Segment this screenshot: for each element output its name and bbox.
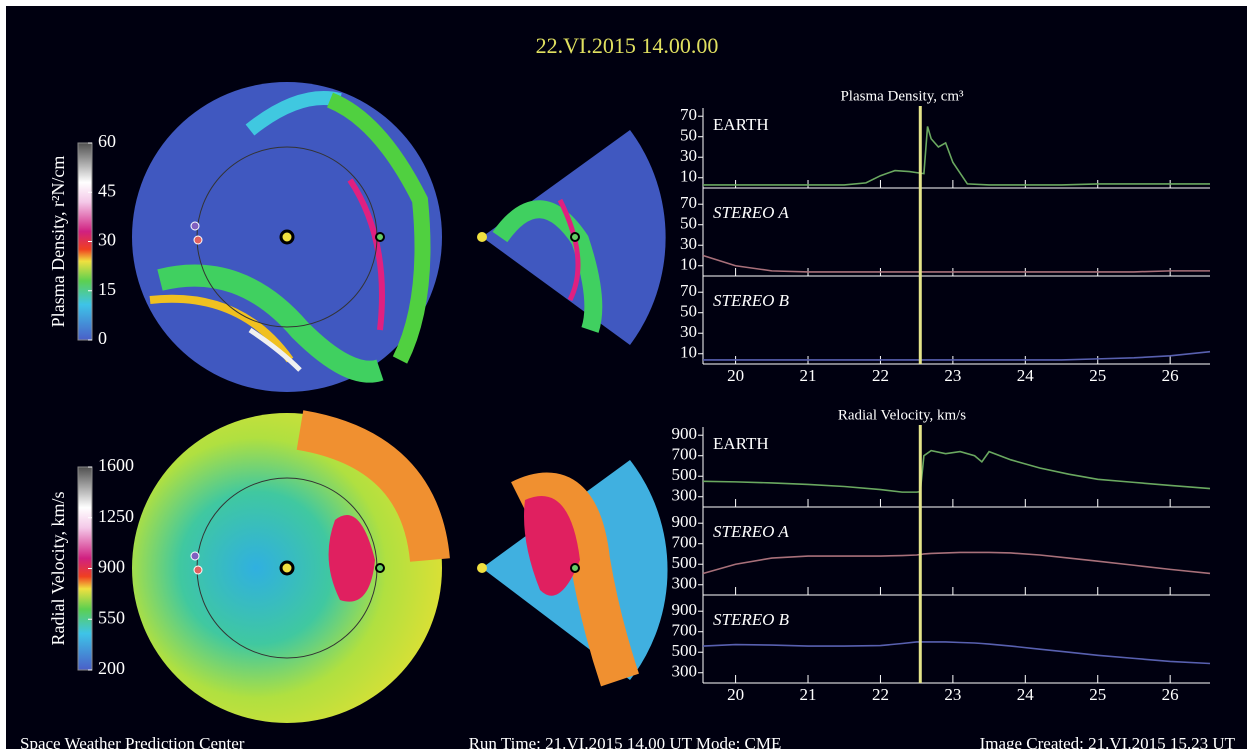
x-tick-label: 24 [1017,366,1035,385]
y-tick-label: 10 [680,343,697,362]
colorbar-tick-label: 1250 [98,506,134,526]
title: 22.VI.2015 14.00.00 [536,33,719,58]
series-name: STEREO A [713,522,789,541]
footer-right: Image Created: 21.VI.2015 15.23 UT [980,734,1236,753]
y-tick-label: 700 [672,621,698,640]
x-tick-label: 26 [1162,685,1179,704]
series-name: EARTH [713,434,769,453]
colorbar-tick-label: 0 [98,328,107,348]
colorbar-tick-label: 30 [98,230,116,250]
series-name: STEREO A [713,203,789,222]
y-tick-label: 30 [680,234,697,253]
y-tick-label: 900 [672,424,698,443]
x-tick-label: 20 [727,685,744,704]
footer-center: Run Time: 21.VI.2015 14.00 UT Mode: CME [469,734,782,753]
series-name: STEREO B [713,610,790,629]
colorbar-tick-label: 45 [98,180,116,200]
y-tick-label: 50 [680,214,697,233]
y-tick-label: 300 [672,662,698,681]
series-name: EARTH [713,115,769,134]
colorbar-tick-label: 900 [98,557,125,577]
colorbar-tick-label: 1600 [98,455,134,475]
y-tick-label: 30 [680,146,697,165]
y-tick-label: 500 [672,465,698,484]
series-name: STEREO B [713,291,790,310]
x-tick-label: 24 [1017,685,1035,704]
y-tick-label: 900 [672,600,698,619]
colorbar-label: Radial Velocity, km/s [48,492,68,646]
y-tick-label: 700 [672,533,698,552]
colorbar-tick-label: 200 [98,658,125,678]
y-tick-label: 500 [672,553,698,572]
x-tick-label: 23 [944,685,961,704]
y-tick-label: 10 [680,167,697,186]
y-tick-label: 30 [680,322,697,341]
x-tick-label: 25 [1089,685,1106,704]
chart-title: Plasma Density, cm³ [840,88,964,104]
x-tick-label: 26 [1162,366,1179,385]
y-tick-label: 70 [680,193,697,212]
x-tick-label: 22 [872,685,889,704]
x-tick-label: 23 [944,366,961,385]
colorbar-tick-label: 60 [98,131,116,151]
chart-title: Radial Velocity, km/s [838,407,966,423]
x-tick-label: 20 [727,366,744,385]
y-tick-label: 10 [680,255,697,274]
y-tick-label: 500 [672,641,698,660]
y-tick-label: 70 [680,105,697,124]
y-tick-label: 700 [672,445,698,464]
x-tick-label: 22 [872,366,889,385]
y-tick-label: 50 [680,126,697,145]
y-tick-label: 70 [680,281,697,300]
enlil-display: 22.VI.2015 14.00.00 Space Weather Predic… [0,0,1253,755]
y-tick-label: 300 [672,486,698,505]
colorbar-label: Plasma Density, r²N/cm [48,156,68,328]
x-tick-label: 21 [800,685,817,704]
x-tick-label: 21 [800,366,817,385]
colorbar-tick-label: 550 [98,607,125,627]
colorbar-tick-label: 15 [98,279,116,299]
y-tick-label: 50 [680,302,697,321]
y-tick-label: 300 [672,574,698,593]
x-tick-label: 25 [1089,366,1106,385]
y-tick-label: 900 [672,512,698,531]
footer-left: Space Weather Prediction Center [20,734,245,753]
